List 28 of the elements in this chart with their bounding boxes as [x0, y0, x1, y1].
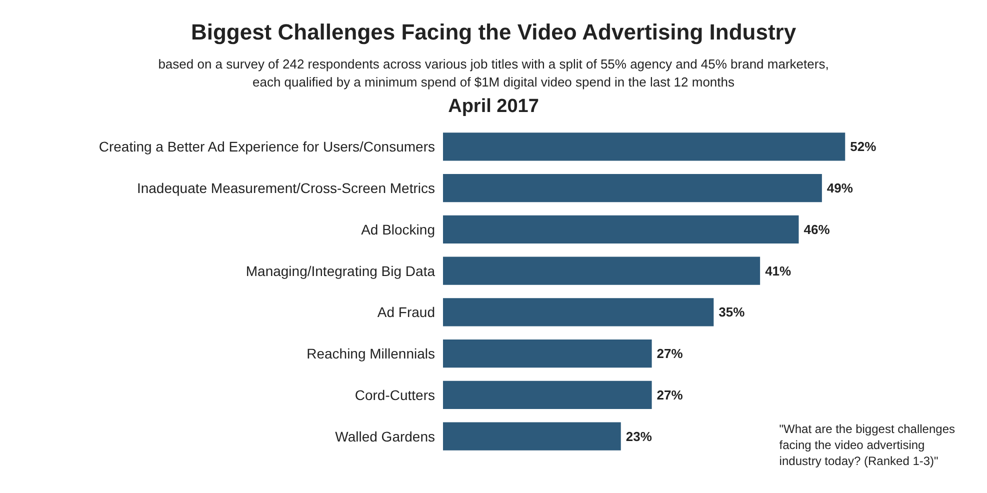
- y-tick-label: Ad Fraud: [377, 304, 435, 320]
- y-tick-label: Walled Gardens: [335, 428, 435, 444]
- data-label: 35%: [718, 304, 746, 320]
- data-label: 27%: [656, 387, 684, 402]
- data-label: 41%: [765, 263, 792, 278]
- y-tick-label: Ad Blocking: [361, 221, 435, 238]
- y-tick-label: Cord-Cutters: [354, 386, 435, 403]
- bar: [443, 256, 760, 285]
- y-tick-label: Creating a Better Ad Experience for Users/Consumers: [98, 138, 435, 155]
- bar: [443, 132, 846, 161]
- data-label: 46%: [804, 222, 830, 237]
- chart-title: Biggest Challenges Facing the Video Advertising Industry: [190, 20, 797, 44]
- data-label: 23%: [626, 428, 652, 444]
- data-label: 27%: [656, 346, 684, 362]
- bar: [443, 298, 714, 326]
- y-tick-label: Inadequate Measurement/Cross-Screen Metrics: [136, 180, 435, 196]
- y-tick-label: Reaching Millennials: [306, 346, 435, 362]
- bar: [443, 215, 799, 244]
- bar: [443, 422, 621, 450]
- bar: [443, 380, 652, 410]
- y-tick-label: Managing/Integrating Big Data: [246, 262, 436, 279]
- chart-subtitle: based on a survey of 242 respondents across various job titles with a split of 55% agency and 45% brand marketers, each qualified by a minimum spend of $1M digital video spend in the last 12 months: [158, 56, 829, 90]
- text: April 2017: [448, 96, 539, 117]
- data-label: 52%: [850, 139, 877, 154]
- bar: [443, 174, 822, 202]
- bar: [443, 339, 652, 368]
- annotation: "What are the biggest challenges facing the video advertising industry today? (Ranked 1-3)": [779, 422, 956, 468]
- data-label: 49%: [826, 180, 854, 196]
